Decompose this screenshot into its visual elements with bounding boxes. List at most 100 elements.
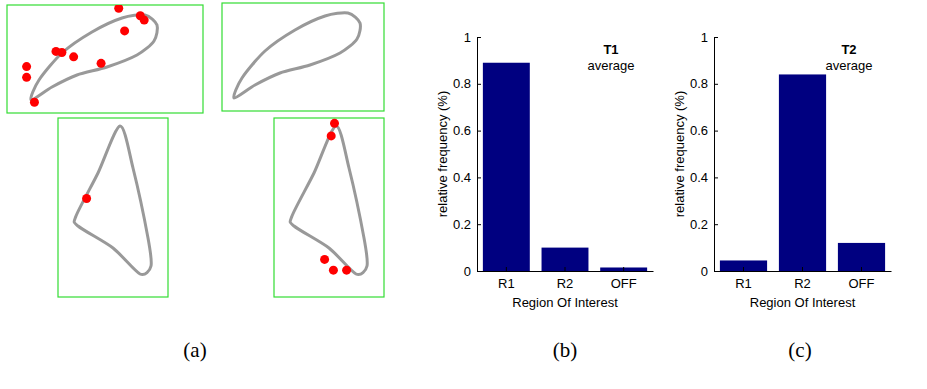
tick-label: 0 bbox=[701, 264, 708, 279]
x-axis: R1 R2 OFF bbox=[478, 267, 654, 291]
tick-label: 1 bbox=[464, 30, 471, 45]
tick: 0.4 bbox=[690, 170, 718, 185]
tick-mark bbox=[506, 267, 507, 271]
tick: 1 bbox=[701, 30, 718, 45]
tick-mark bbox=[623, 267, 624, 271]
figure: 00.20.40.60.81R1R2OFFRegion Of Interestr… bbox=[0, 0, 927, 389]
chart-subtitle: average bbox=[588, 58, 635, 73]
stimulus-panel bbox=[58, 118, 168, 297]
stimulus-outline bbox=[290, 126, 367, 275]
fixation-point bbox=[82, 194, 91, 203]
y-axis-title: relative frequency (%) bbox=[672, 91, 687, 217]
plot-frame bbox=[7, 5, 203, 113]
tick-label: 0.4 bbox=[690, 170, 708, 185]
tick: 0.8 bbox=[690, 76, 718, 91]
tick-label: R1 bbox=[498, 276, 515, 291]
tick-label: 0.6 bbox=[690, 123, 708, 138]
tick: 0.6 bbox=[690, 123, 718, 138]
panel-label: (c) bbox=[788, 338, 811, 362]
bar-chart: 00.20.40.60.81R1R2OFFRegion Of Interestr… bbox=[435, 30, 654, 310]
fixation-point bbox=[30, 98, 39, 107]
tick-label: OFF bbox=[611, 276, 637, 291]
stimulus-outline bbox=[31, 15, 158, 100]
tick: 0.2 bbox=[690, 217, 718, 232]
bar bbox=[600, 267, 647, 271]
points bbox=[320, 119, 351, 275]
fixation-point bbox=[97, 59, 106, 68]
fixation-point bbox=[140, 16, 149, 25]
tick-mark bbox=[477, 224, 481, 225]
tick-mark bbox=[477, 37, 481, 38]
tick: 0.6 bbox=[453, 123, 481, 138]
chart-title: T2 bbox=[841, 42, 856, 57]
chart-subtitle: average bbox=[826, 58, 873, 73]
stimulus-panel bbox=[7, 4, 203, 113]
tick-mark bbox=[477, 177, 481, 178]
tick-mark bbox=[714, 131, 718, 132]
bar bbox=[483, 63, 530, 271]
plot-frame bbox=[274, 118, 384, 297]
tick: 1 bbox=[464, 30, 481, 45]
plot-frame bbox=[58, 118, 168, 297]
points bbox=[82, 194, 91, 203]
x-axis: R1 R2 OFF bbox=[715, 267, 892, 291]
tick: R1 bbox=[735, 267, 752, 291]
tick: R2 bbox=[557, 267, 574, 291]
tick: R2 bbox=[794, 267, 811, 291]
tick-label: R1 bbox=[735, 276, 752, 291]
bar bbox=[779, 74, 826, 271]
tick-mark bbox=[565, 267, 566, 271]
tick-label: 0.8 bbox=[453, 76, 471, 91]
stimulus-outline bbox=[74, 126, 151, 275]
tick-label: R2 bbox=[794, 276, 811, 291]
panel-label: (a) bbox=[183, 338, 206, 362]
fixation-point bbox=[22, 73, 31, 82]
tick: 0.2 bbox=[453, 217, 481, 232]
fixation-point bbox=[114, 5, 123, 13]
axis-line bbox=[477, 38, 478, 272]
bars bbox=[720, 74, 885, 271]
tick-mark bbox=[861, 267, 862, 271]
fixation-point bbox=[57, 48, 66, 57]
tick-label: 0 bbox=[464, 264, 471, 279]
tick-label: 0.2 bbox=[690, 217, 708, 232]
tick-label: 0.8 bbox=[690, 76, 708, 91]
stimulus-outline bbox=[234, 13, 361, 98]
tick: 0.8 bbox=[453, 76, 481, 91]
tick-label: 1 bbox=[701, 30, 708, 45]
tick-mark bbox=[714, 224, 718, 225]
chart-title: T1 bbox=[603, 42, 618, 57]
tick: OFF bbox=[849, 267, 875, 291]
stimulus-panel bbox=[222, 3, 384, 111]
fixation-point bbox=[327, 131, 336, 140]
tick-label: 0.2 bbox=[453, 217, 471, 232]
y-axis-title: relative frequency (%) bbox=[435, 91, 450, 217]
tick-label: OFF bbox=[849, 276, 875, 291]
bar-chart: 00.20.40.60.81R1R2OFFRegion Of Interestr… bbox=[672, 30, 892, 310]
tick-mark bbox=[477, 131, 481, 132]
fixation-point bbox=[342, 266, 351, 275]
tick: OFF bbox=[611, 267, 637, 291]
tick-label: 0.6 bbox=[453, 123, 471, 138]
tick-mark bbox=[802, 267, 803, 271]
fixation-point bbox=[329, 266, 338, 275]
tick-mark bbox=[743, 267, 744, 271]
panel-label: (b) bbox=[553, 338, 578, 362]
plot-frame bbox=[222, 3, 384, 111]
tick: R1 bbox=[498, 267, 515, 291]
tick-mark bbox=[477, 84, 481, 85]
fixation-point bbox=[69, 52, 78, 61]
fixation-point bbox=[22, 62, 31, 71]
fixation-point bbox=[330, 119, 339, 128]
bars bbox=[483, 63, 647, 271]
bar bbox=[542, 248, 589, 271]
axis-line bbox=[715, 271, 892, 272]
bar bbox=[838, 243, 885, 271]
tick-label: 0.4 bbox=[453, 170, 471, 185]
tick: 0.4 bbox=[453, 170, 481, 185]
tick-label: R2 bbox=[557, 276, 574, 291]
fixation-point bbox=[320, 255, 329, 264]
tick-mark bbox=[714, 84, 718, 85]
tick-mark bbox=[714, 177, 718, 178]
axis-line bbox=[478, 271, 654, 272]
